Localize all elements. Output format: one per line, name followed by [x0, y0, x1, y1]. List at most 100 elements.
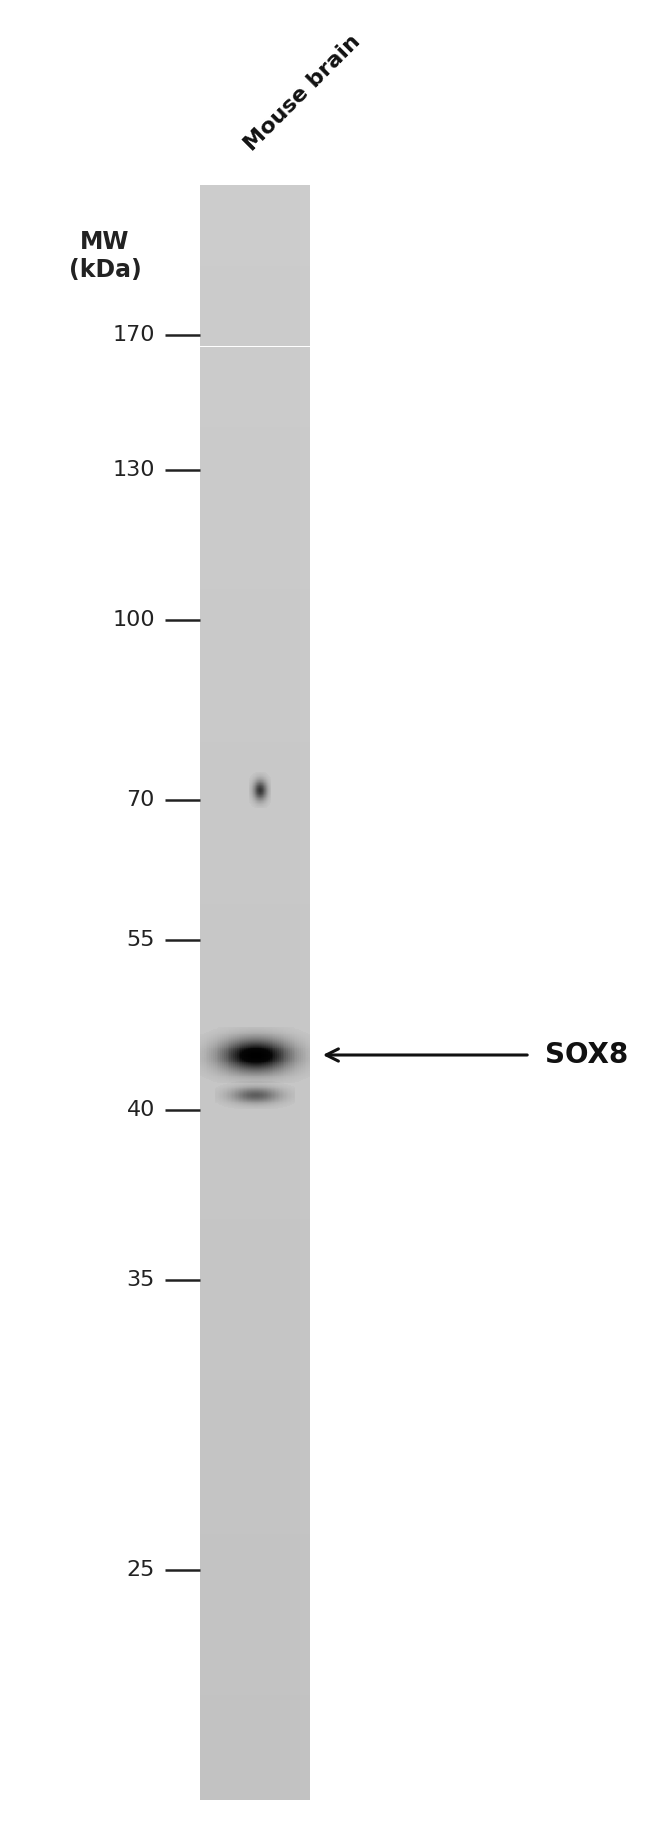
Bar — [200, 1478, 310, 1485]
Bar — [200, 1671, 310, 1678]
Bar — [200, 1202, 310, 1211]
Bar — [200, 1663, 310, 1671]
Bar — [200, 507, 310, 516]
Bar — [200, 540, 310, 548]
Bar — [200, 1759, 310, 1768]
Bar — [200, 871, 310, 879]
Bar — [200, 257, 310, 267]
Text: 35: 35 — [127, 1270, 155, 1290]
Bar — [200, 1073, 310, 1081]
Bar — [200, 403, 310, 412]
Bar — [200, 686, 310, 693]
Bar — [200, 1259, 310, 1266]
Bar — [200, 1235, 310, 1242]
Bar — [200, 581, 310, 588]
Text: 70: 70 — [127, 790, 155, 811]
Bar — [200, 879, 310, 888]
Bar — [200, 1347, 310, 1356]
Bar — [200, 1356, 310, 1364]
Bar — [200, 1485, 310, 1492]
Bar — [200, 1026, 310, 1033]
Bar — [200, 1687, 310, 1695]
Text: 25: 25 — [127, 1560, 155, 1581]
Bar — [200, 614, 310, 621]
Bar — [200, 1114, 310, 1121]
Bar — [200, 1154, 310, 1162]
Bar — [200, 759, 310, 766]
Bar — [200, 1178, 310, 1186]
Bar — [200, 371, 310, 379]
Bar — [200, 1145, 310, 1154]
Bar — [200, 1509, 310, 1518]
Bar — [200, 936, 310, 945]
Bar — [200, 460, 310, 467]
Bar — [200, 250, 310, 257]
Bar — [200, 1469, 310, 1478]
Bar — [200, 629, 310, 638]
Bar — [200, 969, 310, 976]
Bar — [200, 573, 310, 581]
Bar — [200, 1526, 310, 1533]
Bar — [200, 597, 310, 605]
Bar — [200, 1583, 310, 1590]
Bar — [200, 307, 310, 314]
Bar — [200, 557, 310, 564]
Bar — [200, 1711, 310, 1719]
Bar — [200, 1323, 310, 1333]
Bar — [200, 1590, 310, 1597]
Bar — [200, 807, 310, 814]
Bar — [200, 500, 310, 507]
Bar — [200, 467, 310, 476]
Text: 55: 55 — [127, 930, 155, 950]
Bar — [200, 709, 310, 719]
Bar — [200, 840, 310, 847]
Bar — [200, 1057, 310, 1066]
Bar — [200, 290, 310, 298]
Bar — [200, 362, 310, 371]
Bar — [200, 1316, 310, 1323]
Bar — [200, 783, 310, 790]
Bar — [200, 1307, 310, 1316]
Bar — [200, 726, 310, 733]
Bar — [200, 322, 310, 331]
Bar — [200, 1186, 310, 1195]
Bar — [200, 1566, 310, 1573]
Bar — [200, 483, 310, 493]
Bar — [200, 993, 310, 1000]
Bar — [200, 436, 310, 443]
Bar — [200, 669, 310, 678]
Bar — [200, 1428, 310, 1437]
Bar — [200, 1654, 310, 1663]
Bar — [200, 524, 310, 533]
Bar — [200, 904, 310, 912]
Bar — [200, 1597, 310, 1606]
Bar — [200, 548, 310, 557]
Bar — [200, 1623, 310, 1630]
Bar — [200, 621, 310, 629]
Bar — [200, 1252, 310, 1259]
Bar — [200, 945, 310, 952]
Text: Mouse brain: Mouse brain — [241, 31, 365, 154]
Bar — [200, 443, 310, 452]
Bar — [200, 743, 310, 750]
Bar — [200, 395, 310, 403]
Bar — [200, 355, 310, 362]
Bar — [200, 419, 310, 426]
Bar — [200, 338, 310, 347]
Text: SOX8: SOX8 — [545, 1040, 629, 1070]
Bar — [200, 1630, 310, 1638]
Bar — [200, 1404, 310, 1412]
Bar — [200, 217, 310, 226]
Bar — [200, 1226, 310, 1235]
Bar — [200, 1573, 310, 1583]
Bar — [200, 959, 310, 969]
Bar — [200, 1388, 310, 1397]
Bar — [200, 605, 310, 614]
Bar — [200, 1292, 310, 1299]
Bar — [200, 1090, 310, 1097]
Bar — [200, 678, 310, 686]
Bar — [200, 281, 310, 290]
Bar — [200, 662, 310, 669]
Bar — [200, 588, 310, 597]
Bar — [200, 200, 310, 210]
